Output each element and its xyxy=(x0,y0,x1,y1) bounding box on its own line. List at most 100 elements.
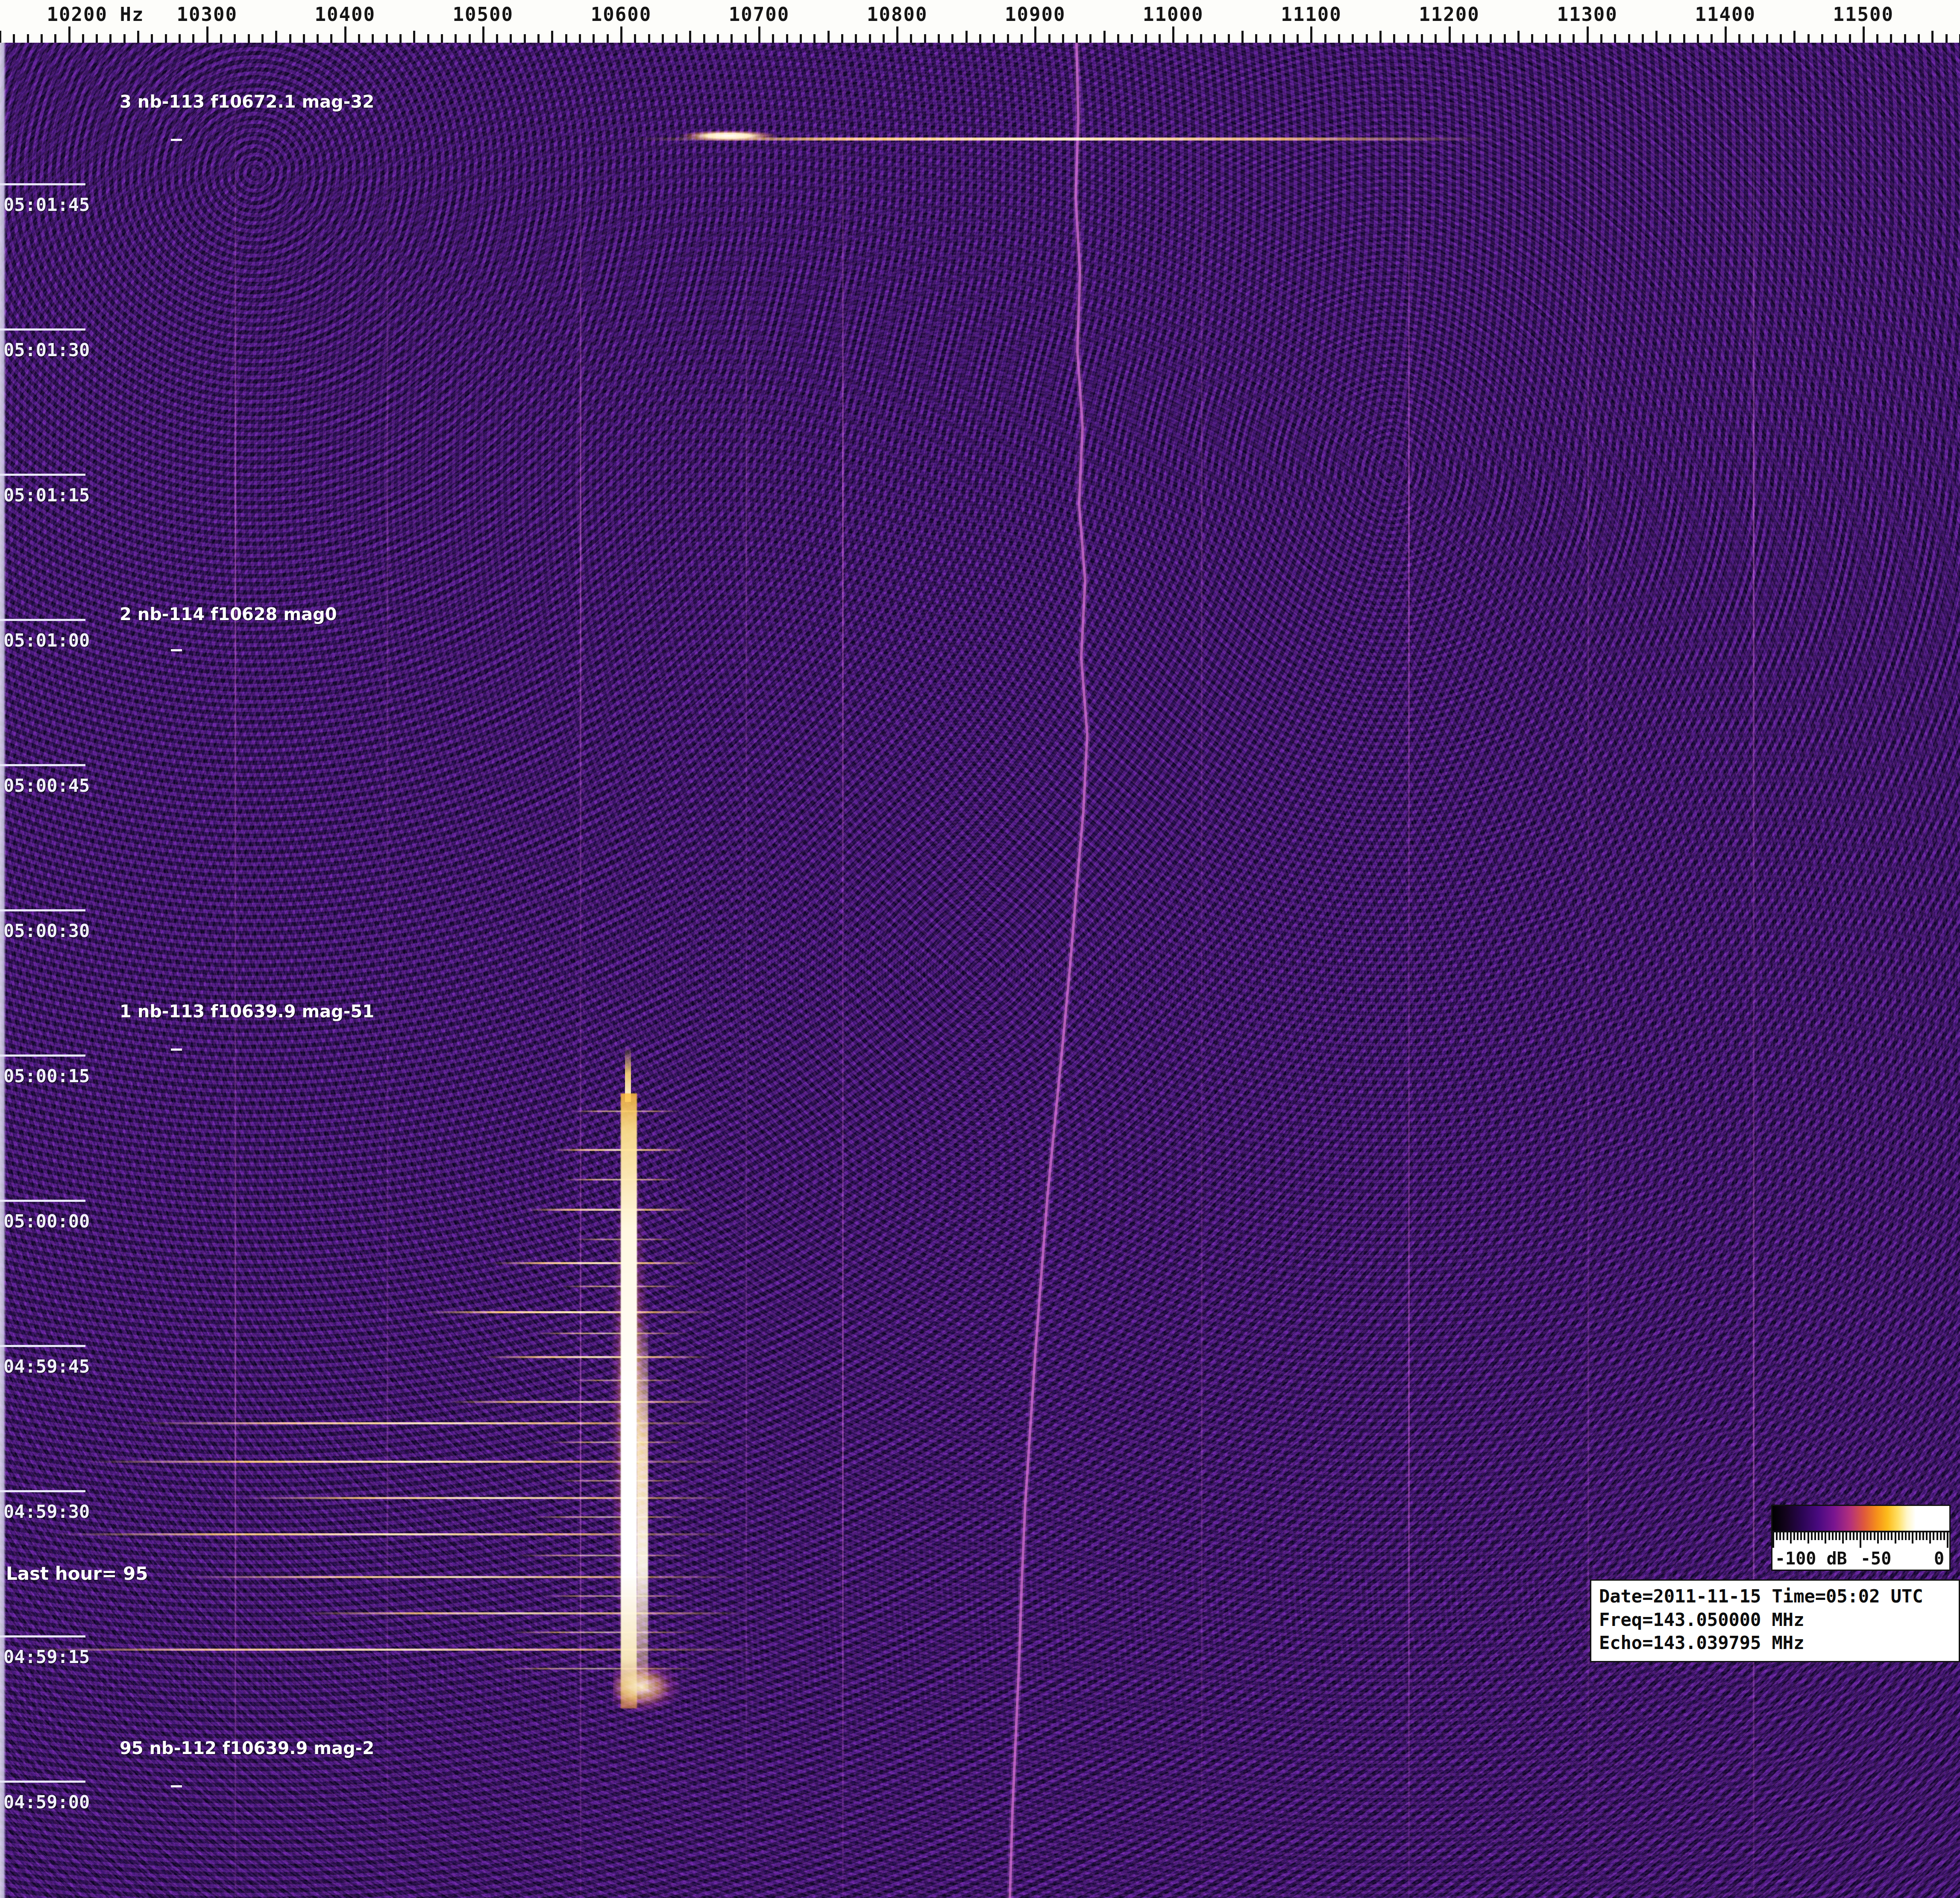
frequency-axis: 10200 Hz10300104001050010600107001080010… xyxy=(0,0,1960,43)
colorbar-tick xyxy=(1877,1532,1879,1544)
freq-tick-11410 xyxy=(1738,34,1740,43)
time-tick-04:59:30 xyxy=(0,1490,85,1492)
time-label-04:59:15: 04:59:15 xyxy=(3,1646,90,1667)
freq-tick-10890 xyxy=(1021,34,1023,43)
detection-marker-dash-95 xyxy=(171,1785,182,1787)
colorbar-ticks xyxy=(1772,1531,1949,1550)
freq-tick-10970 xyxy=(1131,34,1133,43)
time-tick-05:01:45 xyxy=(0,183,85,185)
freq-tick-10820 xyxy=(924,34,926,43)
colorbar-legend: -100 dB -50 0 xyxy=(1771,1505,1951,1571)
time-tick-05:00:45 xyxy=(0,764,85,766)
colorbar-tick xyxy=(1842,1532,1844,1544)
freq-tick-11160 xyxy=(1393,34,1395,43)
freq-tick-10430 xyxy=(386,34,388,43)
freq-tick-10880 xyxy=(1007,34,1009,43)
colorbar-tick xyxy=(1937,1532,1938,1540)
carrier-line-10570 xyxy=(580,43,581,1898)
freq-tick-11490 xyxy=(1849,34,1851,43)
carrier-line-11020 xyxy=(1201,43,1203,1898)
freq-tick-11540 xyxy=(1918,34,1920,43)
detection-marker-dash-1 xyxy=(171,1049,182,1051)
freq-tick-11480 xyxy=(1835,34,1837,43)
time-tick-05:01:15 xyxy=(0,474,85,476)
frequency-axis-labels: 10200 Hz10300104001050010600107001080010… xyxy=(0,0,1960,26)
colorbar-label-mid: -50 xyxy=(1860,1549,1891,1568)
colorbar-tick xyxy=(1866,1532,1868,1540)
time-label-05:01:00: 05:01:00 xyxy=(3,630,90,651)
freq-tick-11120 xyxy=(1338,34,1340,43)
sidelobe-streak xyxy=(483,1356,713,1358)
freq-label-10900: 10900 xyxy=(1005,3,1065,25)
freq-tick-10940 xyxy=(1089,34,1091,43)
freq-tick-10460 xyxy=(427,34,429,43)
freq-tick-11020 xyxy=(1200,34,1202,43)
colorbar-tick xyxy=(1800,1532,1802,1540)
colorbar-tick xyxy=(1779,1532,1781,1540)
freq-tick-10290 xyxy=(192,34,194,43)
freq-tick-10310 xyxy=(220,34,222,43)
freq-tick-10540 xyxy=(537,34,540,43)
sidelobe-streak xyxy=(299,1612,748,1614)
meteor-trail xyxy=(600,1093,660,1708)
freq-label-10400: 10400 xyxy=(315,3,376,25)
time-label-04:59:00: 04:59:00 xyxy=(3,1792,90,1813)
freq-tick-10360 xyxy=(289,34,291,43)
carrier-line-10760 xyxy=(842,43,844,1898)
freq-tick-11370 xyxy=(1683,34,1685,43)
freq-tick-10740 xyxy=(813,34,816,43)
freq-tick-11400 xyxy=(1725,26,1727,43)
freq-tick-10900 xyxy=(1034,26,1036,43)
colorbar-tick xyxy=(1839,1532,1840,1540)
freq-tick-11210 xyxy=(1462,34,1464,43)
freq-tick-11330 xyxy=(1628,34,1630,43)
freq-tick-11200 xyxy=(1449,26,1451,43)
colorbar-tick xyxy=(1926,1532,1928,1540)
freq-tick-10190 xyxy=(54,34,56,43)
colorbar-tick xyxy=(1943,1532,1945,1540)
time-label-05:01:45: 05:01:45 xyxy=(3,194,90,215)
colorbar-tick xyxy=(1874,1532,1875,1540)
detection-annotation-95: 95 nb-112 f10639.9 mag-2 xyxy=(120,1738,374,1758)
freq-tick-10620 xyxy=(648,34,650,43)
freq-tick-10250 xyxy=(137,31,139,43)
freq-tick-11100 xyxy=(1310,26,1312,43)
colorbar-tick xyxy=(1828,1532,1830,1540)
freq-tick-10260 xyxy=(151,34,153,43)
freq-tick-10980 xyxy=(1145,34,1147,43)
freq-tick-10470 xyxy=(441,34,443,43)
freq-tick-11150 xyxy=(1379,31,1382,43)
freq-tick-10270 xyxy=(165,34,167,43)
colorbar-tick xyxy=(1916,1532,1917,1540)
freq-tick-11030 xyxy=(1214,34,1216,43)
freq-tick-10770 xyxy=(855,34,857,43)
freq-tick-10640 xyxy=(675,34,678,43)
time-axis-rail xyxy=(0,43,6,1898)
freq-tick-11340 xyxy=(1642,34,1644,43)
info-line-freq: Freq=143.050000 MHz xyxy=(1599,1608,1953,1632)
colorbar-tick xyxy=(1832,1532,1834,1540)
colorbar-tick xyxy=(1856,1532,1858,1540)
colorbar-tick xyxy=(1783,1532,1784,1540)
freq-tick-10750 xyxy=(827,31,830,43)
freq-tick-10220 xyxy=(96,34,98,43)
freq-tick-11360 xyxy=(1669,34,1671,43)
spectrogram-app: 10200 Hz10300104001050010600107001080010… xyxy=(0,0,1960,1898)
detection-marker-dash-2 xyxy=(171,649,182,651)
freq-tick-11450 xyxy=(1793,31,1796,43)
trail-core xyxy=(621,1093,637,1708)
colorbar-tick xyxy=(1929,1532,1931,1544)
freq-tick-11470 xyxy=(1821,34,1823,43)
time-tick-05:01:30 xyxy=(0,328,85,331)
freq-tick-10700 xyxy=(758,26,760,43)
time-tick-05:00:15 xyxy=(0,1054,85,1057)
colorbar-tick xyxy=(1912,1532,1913,1544)
time-tick-05:00:00 xyxy=(0,1200,85,1202)
detection-annotation-2: 2 nb-114 f10628 mag0 xyxy=(120,604,337,624)
colorbar-tick xyxy=(1863,1532,1865,1540)
colorbar-label-min: -100 dB xyxy=(1775,1549,1847,1568)
freq-label-10700: 10700 xyxy=(729,3,789,25)
detection-annotation-3: 3 nb-113 f10672.1 mag-32 xyxy=(120,92,374,111)
freq-tick-10440 xyxy=(399,34,402,43)
waterfall-display[interactable]: 05:01:4505:01:3005:01:1505:01:0005:00:45… xyxy=(0,43,1960,1898)
